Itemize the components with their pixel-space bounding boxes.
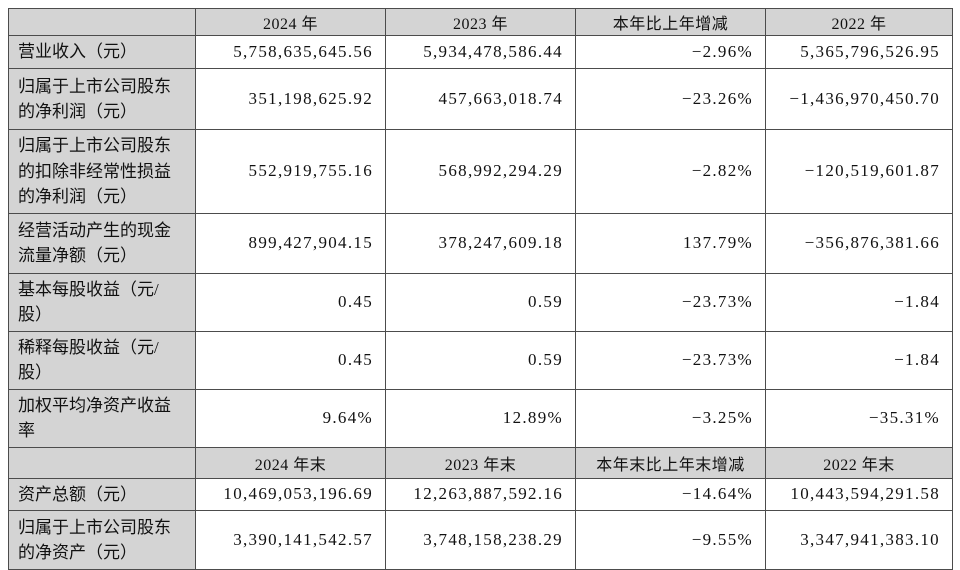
column-header-2024-end: 2024 年末 [195, 446, 386, 479]
cell-value: −1.84 [765, 272, 953, 332]
column-header-2023-end: 2023 年末 [385, 446, 576, 479]
row-label: 归属于上市公司股东的净资产（元） [8, 510, 196, 570]
cell-value: 3,748,158,238.29 [385, 510, 576, 570]
year-end-header-row: 2024 年末 2023 年末 本年末比上年末增减 2022 年末 [8, 446, 953, 479]
cell-value: 378,247,609.18 [385, 212, 576, 274]
table-row-total-assets: 资产总额（元） 10,469,053,196.69 12,263,887,592… [8, 477, 953, 511]
cell-value: 3,390,141,542.57 [195, 510, 386, 570]
column-header-yoy-change: 本年比上年增减 [575, 8, 766, 36]
corner-cell [8, 8, 196, 36]
table-row-weighted-avg-roe: 加权平均净资产收益率 9.64% 12.89% −3.25% −35.31% [8, 388, 953, 448]
cell-value: 457,663,018.74 [385, 68, 576, 130]
table-row-net-profit: 归属于上市公司股东的净利润（元） 351,198,625.92 457,663,… [8, 68, 953, 130]
table-row-revenue: 营业收入（元） 5,758,635,645.56 5,934,478,586.4… [8, 35, 953, 69]
table-row-operating-cash-flow: 经营活动产生的现金流量净额（元） 899,427,904.15 378,247,… [8, 212, 953, 274]
cell-value: −1.84 [765, 330, 953, 390]
cell-value: −23.73% [575, 272, 766, 332]
column-header-2022: 2022 年 [765, 8, 953, 36]
row-label: 基本每股收益（元/股） [8, 272, 196, 332]
cell-value: 5,365,796,526.95 [765, 35, 953, 69]
cell-value: 5,758,635,645.56 [195, 35, 386, 69]
row-label: 加权平均净资产收益率 [8, 388, 196, 448]
row-label: 经营活动产生的现金流量净额（元） [8, 212, 196, 274]
cell-value: −14.64% [575, 477, 766, 511]
cell-value: −120,519,601.87 [765, 129, 953, 214]
column-header-2024: 2024 年 [195, 8, 386, 36]
cell-value: 10,443,594,291.58 [765, 477, 953, 511]
row-label: 资产总额（元） [8, 477, 196, 511]
annual-header-row: 2024 年 2023 年 本年比上年增减 2022 年 [8, 8, 953, 36]
table-row-net-assets: 归属于上市公司股东的净资产（元） 3,390,141,542.57 3,748,… [8, 510, 953, 570]
cell-value: 568,992,294.29 [385, 129, 576, 214]
financial-summary-table: 2024 年 2023 年 本年比上年增减 2022 年 营业收入（元） 5,7… [8, 8, 953, 570]
row-label: 稀释每股收益（元/股） [8, 330, 196, 390]
cell-value: 10,469,053,196.69 [195, 477, 386, 511]
table-row-diluted-eps: 稀释每股收益（元/股） 0.45 0.59 −23.73% −1.84 [8, 330, 953, 390]
column-header-2023: 2023 年 [385, 8, 576, 36]
cell-value: 137.79% [575, 212, 766, 274]
cell-value: 351,198,625.92 [195, 68, 386, 130]
report-page: 2024 年 2023 年 本年比上年增减 2022 年 营业收入（元） 5,7… [8, 8, 953, 570]
cell-value: 12,263,887,592.16 [385, 477, 576, 511]
cell-value: 0.45 [195, 330, 386, 390]
column-header-year-end-change: 本年末比上年末增减 [575, 446, 766, 479]
cell-value: 5,934,478,586.44 [385, 35, 576, 69]
cell-value: 3,347,941,383.10 [765, 510, 953, 570]
cell-value: 0.59 [385, 272, 576, 332]
cell-value: 552,919,755.16 [195, 129, 386, 214]
cell-value: 0.59 [385, 330, 576, 390]
column-header-2022-end: 2022 年末 [765, 446, 953, 479]
cell-value: −35.31% [765, 388, 953, 448]
cell-value: 9.64% [195, 388, 386, 448]
row-label: 营业收入（元） [8, 35, 196, 69]
cell-value: −356,876,381.66 [765, 212, 953, 274]
cell-value: 0.45 [195, 272, 386, 332]
cell-value: −9.55% [575, 510, 766, 570]
cell-value: −23.73% [575, 330, 766, 390]
cell-value: 12.89% [385, 388, 576, 448]
cell-value: −23.26% [575, 68, 766, 130]
cell-value: −3.25% [575, 388, 766, 448]
cell-value: −2.82% [575, 129, 766, 214]
corner-cell [8, 446, 196, 479]
row-label: 归属于上市公司股东的净利润（元） [8, 68, 196, 130]
table-row-basic-eps: 基本每股收益（元/股） 0.45 0.59 −23.73% −1.84 [8, 272, 953, 332]
cell-value: −1,436,970,450.70 [765, 68, 953, 130]
cell-value: −2.96% [575, 35, 766, 69]
table-row-non-recurring-net-profit: 归属于上市公司股东的扣除非经常性损益的净利润（元） 552,919,755.16… [8, 129, 953, 214]
cell-value: 899,427,904.15 [195, 212, 386, 274]
row-label: 归属于上市公司股东的扣除非经常性损益的净利润（元） [8, 129, 196, 214]
